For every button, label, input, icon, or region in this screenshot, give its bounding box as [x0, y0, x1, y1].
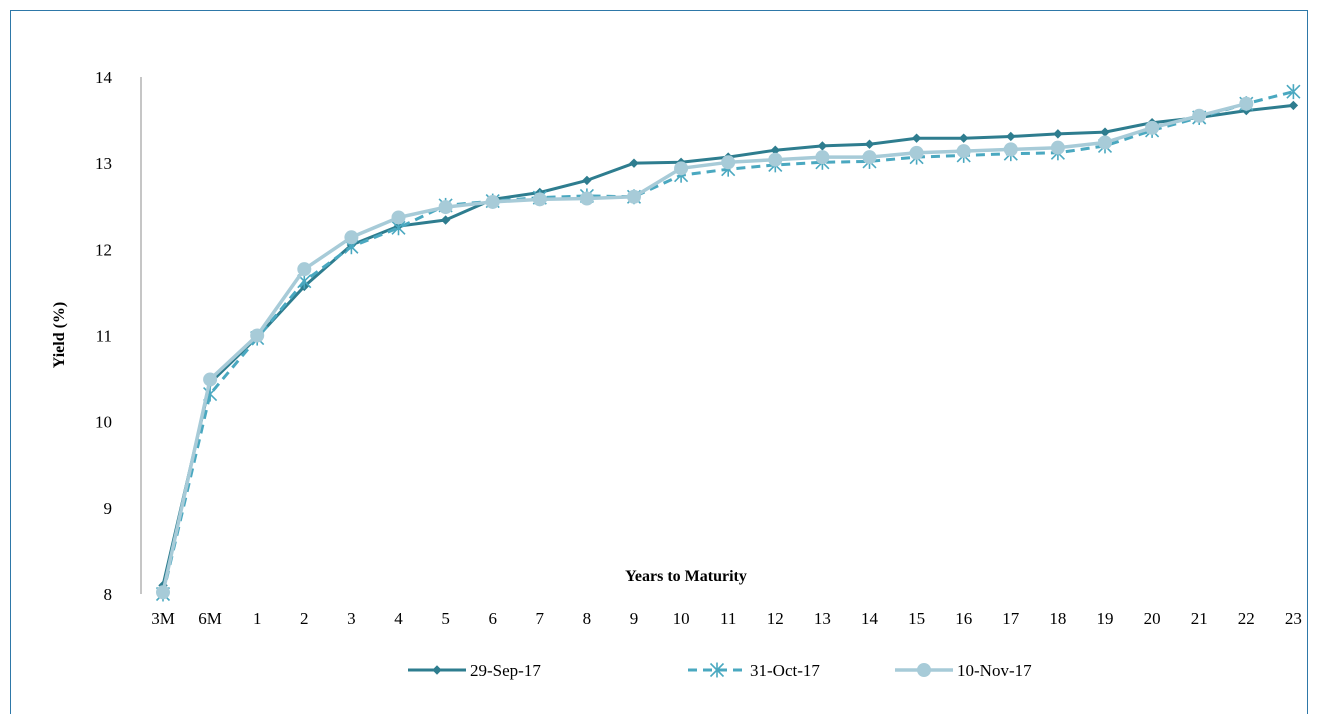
- data-point-circle: [1192, 108, 1207, 123]
- y-tick-label: 11: [96, 327, 112, 346]
- chart-frame: [10, 10, 1308, 714]
- data-point-diamond: [582, 175, 592, 186]
- data-point-circle: [1239, 96, 1254, 111]
- x-tick-label: 14: [861, 609, 879, 628]
- x-tick-label: 17: [1002, 609, 1020, 628]
- y-tick-label: 13: [95, 154, 112, 173]
- x-axis-title: Years to Maturity: [625, 568, 747, 585]
- x-tick-label: 15: [908, 609, 925, 628]
- data-point-diamond: [1288, 100, 1299, 111]
- data-point-diamond: [911, 133, 922, 143]
- data-point-circle: [438, 200, 453, 215]
- data-point-diamond: [864, 139, 875, 149]
- data-point-circle: [579, 191, 594, 206]
- x-tick-label: 19: [1097, 609, 1114, 628]
- data-point-circle: [203, 372, 218, 387]
- x-tick-label: 3M: [151, 609, 175, 628]
- data-point-circle: [815, 150, 830, 165]
- x-tick-label: 21: [1191, 609, 1208, 628]
- x-tick-label: 5: [441, 609, 450, 628]
- x-tick-label: 1: [253, 609, 262, 628]
- legend-item: 31-Oct-17: [688, 661, 820, 680]
- legend-item: 10-Nov-17: [895, 661, 1032, 680]
- series-layer: [155, 84, 1301, 602]
- data-point-diamond: [440, 215, 451, 225]
- x-tick-label: 9: [630, 609, 639, 628]
- y-tick-label: 9: [104, 499, 113, 518]
- data-point-circle: [768, 152, 783, 167]
- series-10-Nov-17: [156, 96, 1254, 600]
- data-point-circle: [156, 585, 170, 600]
- x-tick-label: 6M: [198, 609, 222, 628]
- x-tick-label: 12: [767, 609, 784, 628]
- x-tick-label: 4: [394, 609, 403, 628]
- x-tick-label: 20: [1144, 609, 1161, 628]
- x-tick-label: 7: [536, 609, 545, 628]
- series-line: [161, 103, 1294, 586]
- data-point-diamond: [1100, 127, 1110, 137]
- data-point-diamond: [817, 141, 828, 151]
- x-tick-label: 2: [300, 609, 309, 628]
- data-point-diamond: [432, 665, 442, 675]
- legend: 29-Sep-17 31-Oct-17 10-Nov-17: [408, 661, 1032, 680]
- data-point-circle: [909, 145, 924, 160]
- data-point-circle: [956, 144, 971, 159]
- data-point-circle: [1050, 140, 1065, 155]
- x-tick-label: 13: [814, 609, 831, 628]
- data-point-circle: [1098, 135, 1112, 150]
- data-point-diamond: [1006, 131, 1016, 142]
- x-tick-label: 18: [1049, 609, 1066, 628]
- data-point-circle: [297, 262, 312, 277]
- data-point-asterisk: [709, 662, 725, 678]
- legend-item: 29-Sep-17: [408, 661, 541, 680]
- x-tick-label: 11: [720, 609, 736, 628]
- data-point-diamond: [958, 133, 969, 143]
- legend-label: 10-Nov-17: [957, 661, 1032, 680]
- y-tick-label: 12: [95, 240, 112, 259]
- y-tick-label: 8: [104, 585, 113, 604]
- y-axis-title: Yield (%): [51, 302, 68, 369]
- data-point-circle: [485, 194, 500, 209]
- x-axis-ticks: 3M 6M 1 2 3 4 5 6 7 8 9 10 11 12 13 14 15 16 17 18 19 20 21 22 2…: [151, 609, 1302, 628]
- x-tick-label: 10: [673, 609, 690, 628]
- data-point-circle: [391, 210, 406, 225]
- y-tick-label: 10: [95, 413, 112, 432]
- series-line: [161, 102, 1247, 593]
- data-point-diamond: [629, 158, 639, 168]
- x-tick-label: 23: [1285, 609, 1302, 628]
- x-tick-label: 3: [347, 609, 356, 628]
- data-point-asterisk: [1286, 84, 1301, 100]
- data-point-circle: [721, 155, 736, 170]
- y-axis-ticks: 8 9 10 11 12 13 14: [95, 68, 113, 604]
- x-tick-label: 22: [1238, 609, 1255, 628]
- x-tick-label: 8: [583, 609, 592, 628]
- data-point-circle: [532, 192, 547, 207]
- data-point-circle: [917, 663, 931, 677]
- data-point-circle: [627, 189, 641, 204]
- y-tick-label: 14: [95, 68, 113, 87]
- data-point-circle: [344, 230, 359, 245]
- data-point-circle: [250, 328, 265, 343]
- legend-label: 29-Sep-17: [470, 661, 541, 680]
- data-point-circle: [1003, 142, 1018, 157]
- legend-label: 31-Oct-17: [750, 661, 820, 680]
- data-point-diamond: [1053, 129, 1063, 139]
- data-point-circle: [862, 150, 877, 165]
- data-point-circle: [674, 161, 689, 176]
- x-tick-label: 16: [955, 609, 972, 628]
- data-point-circle: [1145, 120, 1160, 135]
- x-tick-label: 6: [488, 609, 497, 628]
